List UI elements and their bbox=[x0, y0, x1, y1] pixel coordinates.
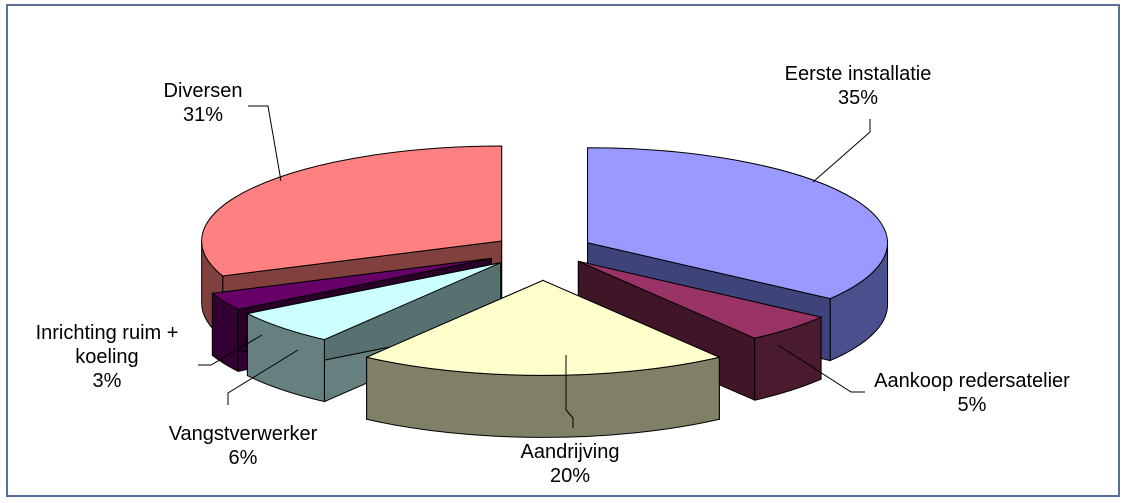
data-label-value: 6% bbox=[229, 447, 258, 469]
slice-top bbox=[211, 257, 492, 310]
data-label-value: 5% bbox=[958, 394, 987, 416]
data-label-value: 20% bbox=[550, 465, 590, 487]
slice-top bbox=[578, 260, 823, 339]
data-label-name: Aankoop redersatelier bbox=[874, 370, 1070, 392]
data-label: Vangstverwerker 6% bbox=[169, 423, 318, 469]
data-label: Inrichting ruim + koeling 3% bbox=[36, 322, 179, 392]
data-label-name: koeling bbox=[75, 346, 138, 368]
data-label: Diversen 31% bbox=[164, 80, 243, 126]
data-label-name: Diversen bbox=[164, 80, 243, 102]
leader-line bbox=[777, 344, 865, 393]
slice-top bbox=[365, 279, 721, 376]
data-label-name: Aandrijving bbox=[521, 441, 620, 463]
data-label: Aankoop redersatelier 5% bbox=[874, 370, 1070, 416]
data-label-name: Inrichting ruim + bbox=[36, 322, 179, 344]
leader-line bbox=[565, 355, 574, 428]
slice-top bbox=[587, 147, 889, 300]
slice-top bbox=[245, 262, 501, 341]
slice-aandrijving bbox=[365, 279, 721, 438]
data-label: Eerste installatie 35% bbox=[785, 63, 932, 109]
leader-line bbox=[227, 349, 299, 405]
data-label-name: Vangstverwerker bbox=[169, 423, 318, 445]
leader-line bbox=[812, 119, 871, 183]
slice-top bbox=[201, 145, 503, 277]
leader-line bbox=[248, 105, 282, 182]
data-label-value: 31% bbox=[183, 104, 223, 126]
data-label: Aandrijving 20% bbox=[521, 441, 620, 487]
data-label-value: 35% bbox=[838, 87, 878, 109]
data-label-name: Eerste installatie bbox=[785, 63, 932, 85]
data-label-value: 3% bbox=[93, 370, 122, 392]
leader-line bbox=[198, 334, 263, 366]
